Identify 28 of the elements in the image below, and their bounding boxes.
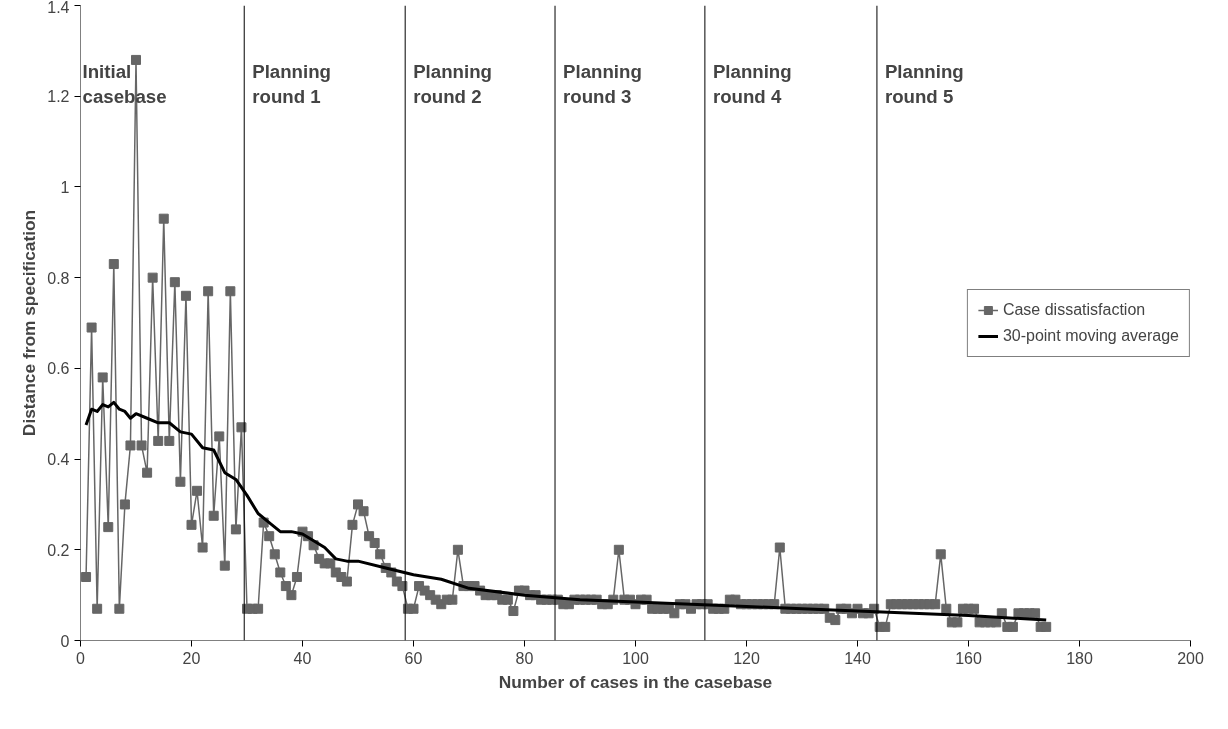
y-axis-title: Distance from specification [19, 209, 40, 437]
ref-line-label: Planning round 5 [884, 60, 964, 107]
ref-line-label: Planning round 3 [563, 60, 642, 107]
x-tick-label: 80 [515, 649, 534, 667]
x-tick-label: 0 [76, 649, 86, 667]
y-tick-label: 1.4 [47, 0, 70, 16]
y-tick-label: 0.4 [47, 451, 70, 469]
y-tick-label: 0 [60, 632, 70, 650]
ref-line-label: Planning round 1 [252, 60, 332, 107]
x-tick-label: 40 [293, 649, 312, 667]
x-tick-label: 160 [955, 649, 982, 667]
y-tick-label: 1.2 [47, 88, 70, 106]
y-tick-label: 0.6 [47, 360, 70, 378]
x-tick-label: 20 [182, 649, 201, 667]
ref-line-label: Planning round 4 [712, 60, 792, 107]
x-axis-title: Number of cases in the casebase [498, 671, 773, 692]
y-tick-label: 0.8 [47, 269, 70, 287]
legend-label: 30-point moving average [1002, 326, 1179, 345]
ref-line-label: Planning round 2 [413, 60, 492, 107]
x-tick-label: 60 [404, 649, 423, 667]
y-tick-label: 0.2 [47, 541, 70, 559]
x-tick-label: 120 [733, 649, 760, 667]
x-tick-label: 200 [1177, 649, 1204, 667]
legend-label: Case dissatisfaction [1002, 300, 1146, 319]
x-tick-label: 180 [1066, 649, 1093, 667]
y-tick-label: 1 [60, 178, 70, 196]
x-tick-label: 100 [622, 649, 649, 667]
x-tick-label: 140 [844, 649, 871, 667]
